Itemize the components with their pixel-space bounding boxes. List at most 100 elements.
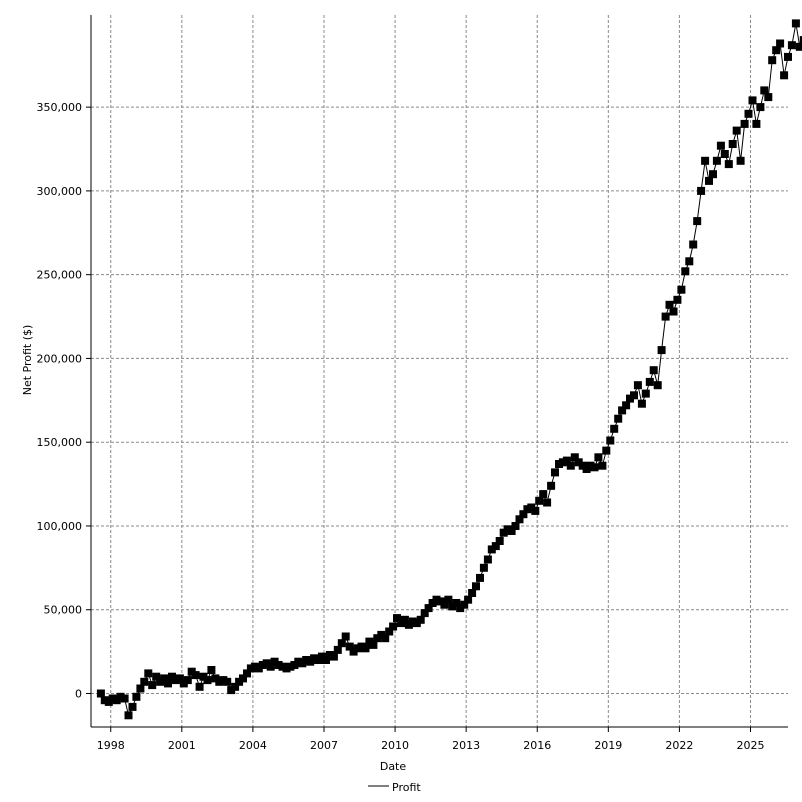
data-point bbox=[764, 93, 773, 102]
data-point bbox=[653, 381, 662, 390]
data-point bbox=[701, 156, 710, 165]
data-point bbox=[606, 436, 615, 445]
tick-labels: 1998 2001 2004 2007 2010 2013 2016 2019 2022 2025… bbox=[37, 101, 765, 752]
y-tick-label: 200,000 bbox=[37, 352, 83, 365]
data-point bbox=[152, 672, 161, 681]
data-point bbox=[416, 615, 425, 624]
axes bbox=[90, 15, 788, 728]
data-point bbox=[231, 682, 240, 691]
data-point bbox=[622, 401, 631, 410]
x-tick-label: 1998 bbox=[97, 739, 125, 752]
data-point bbox=[539, 490, 548, 499]
data-point bbox=[223, 677, 232, 686]
data-point bbox=[791, 19, 800, 28]
x-tick-label: 2022 bbox=[665, 739, 693, 752]
data-point bbox=[614, 414, 623, 423]
data-point bbox=[507, 527, 516, 535]
data-point bbox=[191, 671, 200, 680]
data-point bbox=[381, 634, 390, 643]
data-point bbox=[535, 496, 544, 505]
data-point bbox=[756, 103, 765, 112]
data-point bbox=[385, 627, 394, 636]
data-point bbox=[649, 366, 658, 375]
x-tick-label: 2007 bbox=[310, 739, 338, 752]
data-point bbox=[440, 600, 449, 609]
data-point bbox=[96, 689, 105, 698]
data-point bbox=[673, 295, 682, 304]
data-point bbox=[329, 652, 338, 661]
data-point bbox=[752, 119, 761, 128]
data-point bbox=[369, 640, 378, 649]
data-point bbox=[772, 46, 781, 55]
x-tick-label: 2013 bbox=[452, 739, 480, 752]
data-point bbox=[547, 481, 556, 490]
x-tick-label: 2001 bbox=[168, 739, 196, 752]
data-point bbox=[120, 694, 129, 703]
data-point bbox=[175, 674, 184, 683]
data-point bbox=[393, 614, 401, 623]
data-point bbox=[452, 599, 461, 607]
data-point bbox=[337, 639, 346, 648]
data-point bbox=[476, 573, 484, 582]
data-point bbox=[768, 56, 777, 65]
data-point bbox=[728, 140, 737, 148]
data-point bbox=[641, 389, 650, 398]
data-point bbox=[266, 662, 275, 671]
data-point bbox=[515, 515, 524, 524]
data-point bbox=[566, 461, 575, 470]
data-point bbox=[689, 240, 698, 249]
y-tick-label: 50,000 bbox=[44, 604, 83, 617]
data-point bbox=[645, 377, 654, 386]
data-point bbox=[551, 468, 559, 477]
data-point bbox=[720, 150, 729, 158]
data-point bbox=[472, 582, 480, 591]
data-point bbox=[740, 119, 749, 128]
data-point bbox=[724, 160, 733, 169]
data-point bbox=[776, 39, 785, 48]
data-point bbox=[389, 622, 398, 631]
y-tick-label: 250,000 bbox=[37, 269, 83, 282]
data-point bbox=[598, 461, 607, 470]
data-point bbox=[531, 506, 540, 515]
data-point bbox=[491, 542, 500, 551]
data-point bbox=[693, 217, 702, 226]
x-tick-label: 2016 bbox=[523, 739, 551, 752]
y-tick-label: 300,000 bbox=[37, 185, 83, 198]
data-point bbox=[712, 156, 721, 165]
data-point bbox=[333, 645, 342, 654]
data-point bbox=[570, 453, 579, 462]
data-point bbox=[128, 702, 137, 711]
data-point bbox=[736, 156, 745, 165]
data-point bbox=[140, 677, 149, 686]
data-point bbox=[709, 170, 717, 179]
x-tick-label: 2004 bbox=[239, 739, 267, 752]
data-point bbox=[144, 669, 153, 678]
data-point bbox=[468, 589, 477, 597]
data-point bbox=[732, 126, 741, 135]
data-point bbox=[400, 615, 409, 624]
data-point bbox=[799, 36, 802, 45]
data-point bbox=[160, 674, 169, 683]
x-tick-label: 2025 bbox=[736, 739, 764, 752]
data-point bbox=[519, 510, 528, 519]
data-point bbox=[748, 96, 757, 105]
data-point bbox=[618, 406, 627, 415]
y-tick-label: 100,000 bbox=[37, 520, 83, 533]
data-point bbox=[665, 300, 674, 309]
data-point bbox=[483, 555, 492, 564]
data-point bbox=[136, 684, 145, 693]
data-point bbox=[239, 674, 247, 683]
data-point bbox=[784, 52, 792, 61]
data-point bbox=[460, 600, 469, 609]
data-point bbox=[495, 537, 504, 545]
data-point bbox=[590, 463, 599, 472]
data-point bbox=[444, 595, 453, 604]
data-point bbox=[207, 666, 216, 674]
data-point bbox=[203, 676, 212, 685]
data-point bbox=[164, 679, 172, 688]
data-point bbox=[562, 456, 571, 465]
data-point bbox=[681, 267, 690, 276]
data-point bbox=[479, 563, 488, 572]
data-point bbox=[760, 86, 769, 95]
